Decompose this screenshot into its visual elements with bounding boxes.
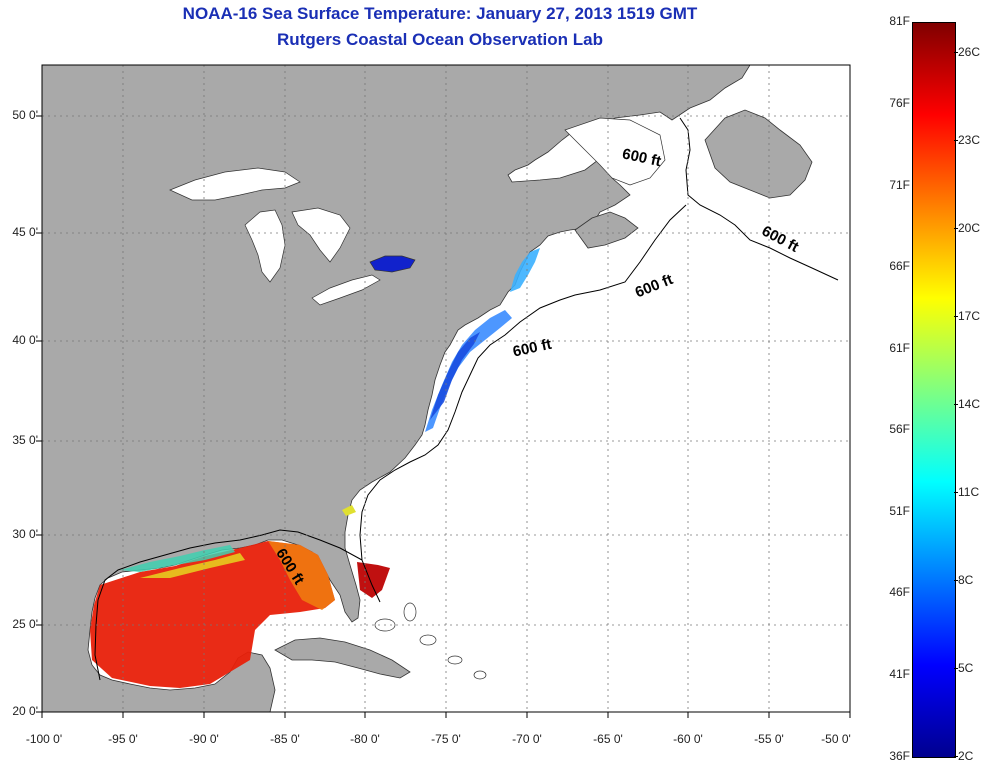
- map-subtitle: Rutgers Coastal Ocean Observation Lab: [277, 30, 603, 49]
- colorbar-c-label: 11C: [953, 485, 980, 499]
- colorbar-c-label: 5C: [953, 661, 974, 675]
- colorbar-f-label: 56F: [889, 422, 910, 436]
- colorbar-c-label: 26C: [953, 45, 981, 59]
- y-tick-label: 45 0': [12, 225, 38, 239]
- colorbar-f-label: 66F: [889, 259, 910, 273]
- axis-ticks: [36, 115, 851, 718]
- lake-superior: [169, 167, 301, 201]
- gulf-coast-yellow: [140, 553, 245, 578]
- shelf-sst-cold: [430, 332, 480, 420]
- x-tick-label: -70 0': [512, 732, 542, 746]
- colorbar-c-label: 8C: [953, 573, 974, 587]
- colorbar-f-label: 71F: [889, 178, 910, 192]
- x-tick-label: -55 0': [754, 732, 784, 746]
- lake-ontario: [369, 255, 416, 273]
- x-tick-label: -90 0': [189, 732, 219, 746]
- colorbar-c-label: 14C: [953, 397, 981, 411]
- x-tick-label: -85 0': [270, 732, 300, 746]
- newfoundland-land: [704, 109, 813, 199]
- y-tick-label: 40 0': [12, 333, 38, 347]
- x-tick-label: -60 0': [673, 732, 703, 746]
- carolina-sst-yellow: [342, 505, 356, 516]
- x-tick-label: -75 0': [431, 732, 461, 746]
- colorbar-f-label: 36F: [889, 749, 910, 763]
- colorbar-c-label: 20C: [953, 221, 981, 235]
- lake-huron: [291, 207, 351, 263]
- colorbar-f-label: 46F: [889, 585, 910, 599]
- x-tick-label: -80 0': [350, 732, 380, 746]
- colorbar-f-label: 41F: [889, 667, 910, 681]
- colorbar-f-label: 51F: [889, 504, 910, 518]
- y-tick-label: 35 0': [12, 433, 38, 447]
- y-tick-label: 25 0': [12, 617, 38, 631]
- map-title: NOAA-16 Sea Surface Temperature: January…: [182, 4, 698, 23]
- colorbar-c-label: 23C: [953, 133, 981, 147]
- y-tick-label: 50 0': [12, 108, 38, 122]
- colorbar-c-label: 2C: [953, 749, 974, 763]
- lake-erie: [311, 274, 381, 306]
- gulf-st-lawrence: [564, 117, 666, 186]
- gulf-coast-cool: [120, 545, 235, 572]
- colorbar-f-label: 81F: [889, 14, 910, 28]
- x-tick-label: -100 0': [25, 732, 63, 746]
- nova-scotia-land: [574, 211, 639, 249]
- x-tick-label: -65 0': [593, 732, 623, 746]
- x-tick-label: -50 0': [821, 732, 851, 746]
- map-grid: [42, 65, 850, 712]
- colorbar-c-label: 17C: [953, 309, 981, 323]
- gulf-stream-hatteras-sst: [425, 310, 512, 432]
- bahamas-islands: [374, 602, 487, 680]
- lake-michigan: [244, 209, 286, 283]
- y-tick-label: 30 0': [12, 527, 38, 541]
- gulf-of-maine-sst: [510, 248, 540, 292]
- x-tick-label: -95 0': [108, 732, 138, 746]
- cuba-land: [274, 637, 411, 679]
- y-tick-label: 20 0': [12, 704, 38, 718]
- colorbar-f-label: 76F: [889, 96, 910, 110]
- colorbar: [912, 22, 956, 758]
- colorbar-f-label: 61F: [889, 341, 910, 355]
